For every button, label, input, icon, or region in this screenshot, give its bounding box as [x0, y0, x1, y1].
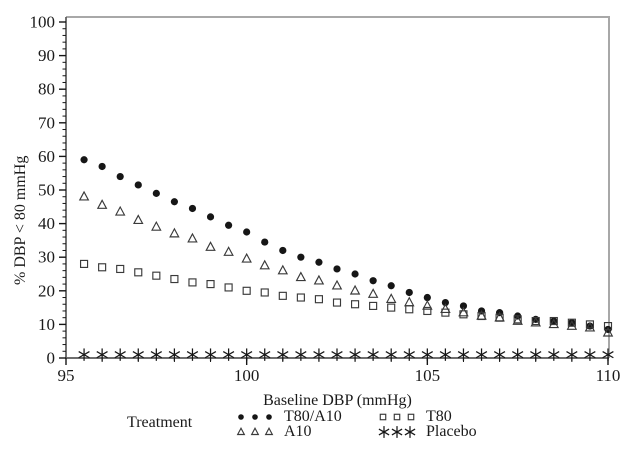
legend-title: Treatment: [127, 414, 193, 431]
y-tick-label: 60: [38, 147, 55, 166]
y-tick-label: 30: [38, 248, 55, 267]
legend-item-placebo: Placebo: [376, 422, 477, 440]
y-tick-label: 20: [38, 281, 55, 300]
legend-label-placebo: Placebo: [426, 422, 477, 440]
y-tick-label: 50: [38, 181, 55, 200]
x-axis-label: Baseline DBP (mmHg): [263, 392, 412, 409]
legend-column-2: T80 Placebo: [376, 407, 477, 440]
filled-circle-glyph: [238, 414, 272, 420]
x-tick-label: 100: [234, 366, 260, 385]
y-tick-label: 10: [38, 315, 55, 334]
x-tick-label: 95: [58, 366, 75, 385]
series-t80-points: [79, 259, 613, 331]
legend-label-t80: T80: [426, 407, 452, 425]
x-tick-label: 110: [596, 366, 621, 385]
legend-label-t80-a10: T80/A10: [284, 407, 342, 425]
y-tick-label: 70: [38, 113, 55, 132]
x-axis-ticks: 95 100 105 110: [58, 358, 621, 385]
filled-circle-icon: [234, 409, 278, 424]
y-tick-label: 40: [38, 214, 55, 233]
series-placebo-points: [78, 348, 614, 361]
x-tick-label: 105: [415, 366, 441, 385]
legend-item-a10: A10: [234, 422, 342, 440]
legend-label-a10: A10: [284, 422, 312, 440]
open-square-icon: [376, 409, 420, 424]
open-triangle-glyph: [236, 427, 274, 436]
series-a10-points: [78, 190, 614, 337]
asterisk-icon: [376, 424, 420, 439]
open-triangle-icon: [234, 424, 278, 439]
legend-item-t80-a10: T80/A10: [234, 407, 342, 425]
open-square-glyph: [379, 413, 415, 421]
series-t80-a10-points: [80, 156, 612, 334]
y-tick-label: 0: [47, 349, 56, 368]
plot-frame: [65, 16, 610, 359]
asterisk-glyph: [378, 426, 416, 438]
legend-column-1: T80/A10 A10: [234, 407, 342, 440]
legend-item-t80: T80: [376, 407, 477, 425]
y-axis-ticks: 0 10 20 30 40 50 60 70 80 90 100: [30, 13, 66, 368]
y-tick-label: 100: [30, 13, 56, 32]
y-tick-label: 80: [38, 80, 55, 99]
y-tick-label: 90: [38, 46, 55, 65]
y-axis-label: % DBP < 80 mmHg: [12, 155, 29, 285]
